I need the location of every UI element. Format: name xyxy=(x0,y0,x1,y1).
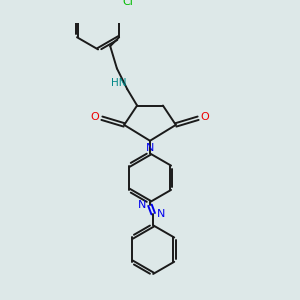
Text: O: O xyxy=(200,112,209,122)
Text: N: N xyxy=(157,209,165,219)
Text: HN: HN xyxy=(111,78,126,88)
Text: O: O xyxy=(91,112,100,122)
Text: Cl: Cl xyxy=(122,0,133,7)
Text: N: N xyxy=(146,142,154,152)
Text: N: N xyxy=(138,200,146,210)
